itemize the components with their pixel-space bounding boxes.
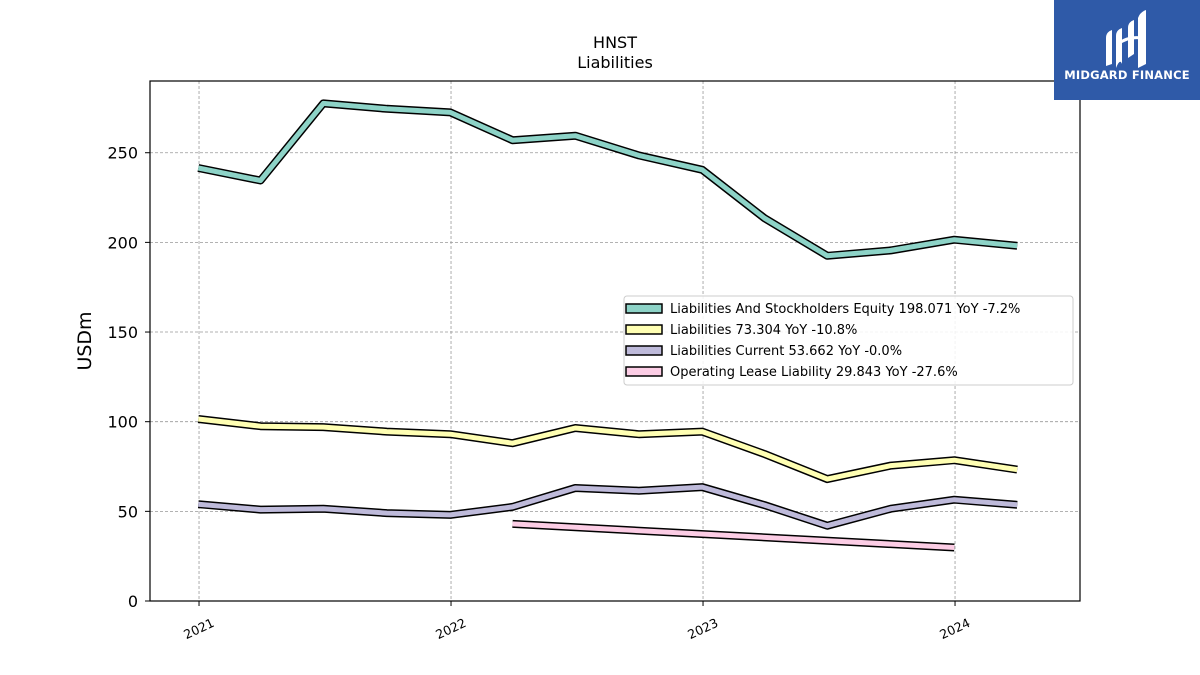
legend-label-1: Liabilities 73.304 YoY -10.8%: [670, 323, 857, 338]
series-point-1: [953, 459, 956, 462]
series-point-1: [701, 430, 704, 433]
x-tick-label: 2024: [937, 615, 972, 642]
series-point-0: [763, 217, 766, 220]
series-point-0: [385, 107, 388, 110]
series-point-2: [889, 507, 892, 510]
series-point-2: [953, 498, 956, 501]
x-tick-label: 2021: [181, 615, 216, 642]
series-point-1: [637, 433, 640, 436]
series-line-3: [512, 521, 955, 550]
series-point-0: [259, 179, 262, 182]
series-point-2: [449, 513, 452, 516]
series-point-2: [1016, 503, 1019, 506]
series-point-1: [574, 426, 577, 429]
legend-label-0: Liabilities And Stockholders Equity 198.…: [670, 302, 1020, 317]
y-axis-label: USDm: [74, 311, 96, 370]
legend-label-3: Operating Lease Liability 29.843 YoY -27…: [670, 365, 958, 380]
series-line-2: [198, 484, 1018, 529]
y-tick-label: 200: [107, 233, 138, 252]
series-point-2: [826, 524, 829, 527]
series-point-0: [449, 111, 452, 114]
series-point-0: [953, 238, 956, 241]
series-point-1: [322, 426, 325, 429]
brand-logo: MIDGARD FINANCE: [1054, 0, 1200, 100]
series-point-0: [1016, 244, 1019, 247]
series-point-2: [574, 487, 577, 490]
series-point-2: [637, 489, 640, 492]
series-line-outline-0: [197, 99, 1018, 260]
chart-subtitle: Liabilities: [577, 53, 653, 72]
chart-title: HNST: [593, 33, 637, 52]
series-point-2: [259, 508, 262, 511]
series-point-2: [701, 486, 704, 489]
series-point-0: [322, 102, 325, 105]
series-point-0: [197, 166, 200, 169]
series-point-1: [385, 430, 388, 433]
series-point-1: [889, 464, 892, 467]
y-tick-label: 100: [107, 413, 138, 432]
series-point-3: [511, 522, 514, 525]
y-tick-label: 0: [128, 592, 138, 611]
series-point-0: [574, 134, 577, 137]
legend-swatch-0: [625, 303, 663, 314]
legend-label-2: Liabilities Current 53.662 YoY -0.0%: [670, 344, 902, 359]
series-point-1: [197, 418, 200, 421]
series-point-0: [511, 139, 514, 142]
logo-mark-icon: [1106, 10, 1146, 68]
series-point-0: [889, 249, 892, 252]
series-point-2: [511, 505, 514, 508]
series-lines: [197, 99, 1019, 552]
series-point-1: [1016, 468, 1019, 471]
axis-ticks: 0 50 100 150 200 250 2021 2022 2023 2024: [107, 144, 972, 642]
x-tick-label: 2022: [433, 615, 468, 642]
legend: Liabilities And Stockholders Equity 198.…: [623, 295, 1074, 386]
y-tick-label: 50: [118, 502, 138, 521]
series-point-1: [511, 442, 514, 445]
legend-frame: [623, 295, 1074, 386]
series-point-1: [826, 478, 829, 481]
series-point-1: [763, 452, 766, 455]
legend-swatch-3: [625, 366, 663, 377]
legend-swatch-1: [625, 324, 663, 335]
series-line-0: [197, 100, 1018, 259]
plot-frame: [149, 80, 1081, 602]
logo-text: MIDGARD FINANCE: [1064, 68, 1190, 82]
series-point-3: [953, 546, 956, 549]
series-point-2: [385, 512, 388, 515]
series-point-2: [322, 507, 325, 510]
legend-swatch-2: [625, 345, 663, 356]
series-point-0: [637, 154, 640, 157]
series-point-0: [826, 254, 829, 257]
series-point-1: [259, 425, 262, 428]
series-line-1: [198, 416, 1018, 482]
series-point-2: [763, 504, 766, 507]
y-tick-label: 150: [107, 323, 138, 342]
series-point-0: [701, 168, 704, 171]
x-tick-label: 2023: [685, 615, 720, 642]
y-tick-label: 250: [107, 144, 138, 163]
series-point-2: [197, 503, 200, 506]
series-point-1: [449, 433, 452, 436]
